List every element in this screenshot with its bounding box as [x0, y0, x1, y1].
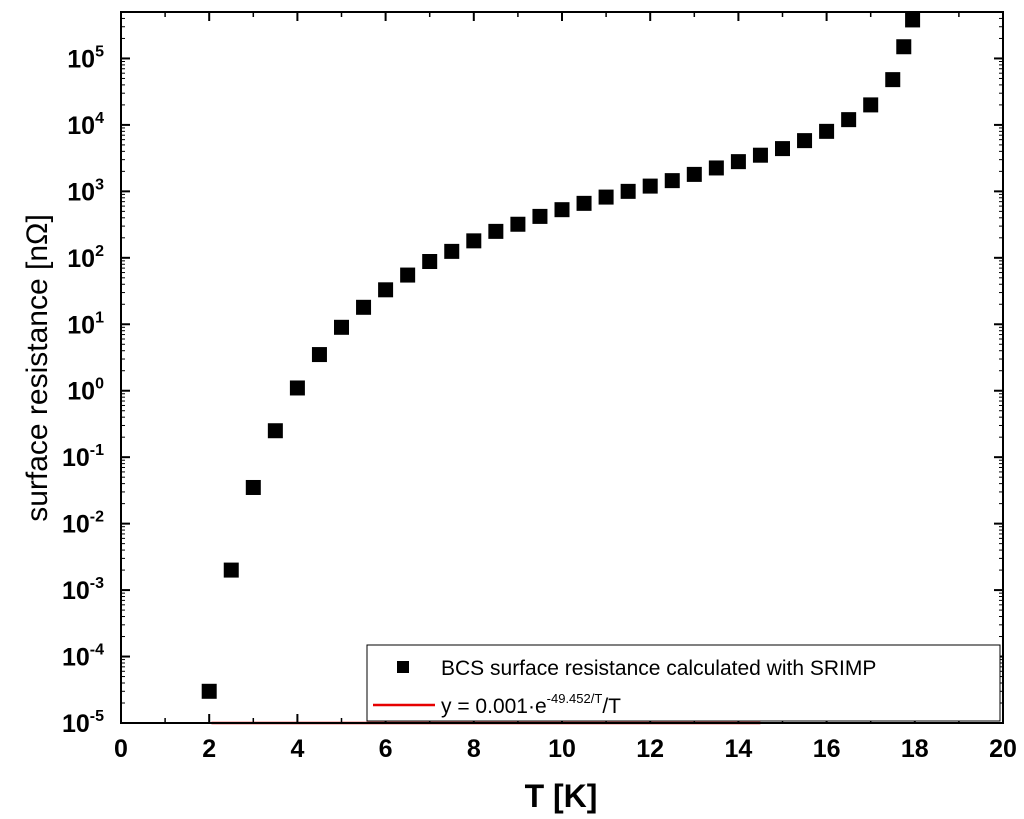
data-point: [775, 141, 790, 157]
data-point: [752, 147, 768, 163]
data-point: [576, 195, 592, 211]
data-point: [905, 12, 921, 28]
x-tick-label: 0: [114, 735, 128, 763]
data-point: [289, 380, 305, 396]
x-tick-label: 14: [724, 735, 752, 763]
data-point: [708, 160, 724, 176]
data-point: [863, 97, 879, 113]
y-tick-label: 10-5: [62, 708, 104, 738]
y-axis-ticks: 10-5 10-4 10-3 10-2 10-1 100 101 102 103 104 105: [62, 11, 1003, 738]
x-tick-label: 4: [290, 735, 304, 763]
data-point: [201, 683, 217, 699]
y-tick-label: 101: [67, 309, 104, 339]
data-point: [620, 183, 636, 199]
legend-fit-tail: /T: [602, 695, 621, 718]
legend-label-fit: y = 0.001·e-49.452/T/T: [441, 691, 621, 718]
y-tick-label: 103: [67, 176, 104, 206]
y-tick-label: 100: [67, 376, 104, 406]
data-point: [841, 112, 857, 128]
data-point: [245, 479, 261, 495]
data-point: [356, 299, 372, 315]
data-point: [885, 72, 901, 88]
legend-fit-base: y = 0.001·e: [441, 695, 547, 718]
legend-fit-exp: -49.452/T: [547, 691, 603, 706]
x-tick-label: 2: [202, 735, 216, 763]
data-point: [664, 173, 680, 189]
y-tick-label: 105: [67, 43, 104, 73]
legend-label-scatter: BCS surface resistance calculated with S…: [441, 657, 876, 680]
data-point: [422, 254, 438, 270]
data-point: [444, 243, 460, 259]
y-tick-label: 104: [67, 110, 104, 140]
data-point: [267, 423, 283, 439]
x-tick-label: 6: [379, 735, 393, 763]
data-point: [510, 216, 526, 232]
plot-frame: [120, 11, 1004, 724]
y-tick-label: 10-1: [62, 442, 104, 472]
data-point: [223, 562, 239, 578]
data-point: [819, 123, 835, 139]
legend-box: [366, 644, 1001, 722]
data-point: [311, 347, 327, 363]
data-point: [488, 223, 504, 239]
data-point: [532, 208, 548, 224]
data-point: [598, 189, 614, 205]
y-tick-label: 102: [67, 243, 104, 273]
data-point: [896, 39, 912, 55]
x-tick-label: 16: [813, 735, 841, 763]
x-axis-title: T [K]: [525, 778, 598, 814]
data-point: [554, 202, 570, 218]
data-point: [730, 154, 746, 170]
data-point: [400, 267, 416, 283]
legend: BCS surface resistance calculated with S…: [366, 644, 1001, 722]
x-tick-label: 8: [467, 735, 481, 763]
x-tick-label: 18: [901, 735, 929, 763]
data-point: [334, 319, 349, 335]
data-point: [642, 178, 658, 194]
y-tick-label: 10-4: [62, 642, 104, 672]
y-tick-label: 10-2: [62, 509, 104, 539]
y-axis-title: surface resistance [nΩ]: [21, 214, 54, 522]
data-point: [378, 282, 394, 298]
data-markers: [201, 12, 921, 699]
data-point: [686, 166, 702, 182]
legend-marker-square: [397, 661, 409, 673]
x-tick-label: 12: [636, 735, 664, 763]
data-point: [466, 233, 482, 249]
data-point: [797, 133, 813, 149]
x-tick-label: 20: [989, 735, 1017, 763]
y-tick-label: 10-3: [62, 575, 104, 605]
x-tick-label: 10: [548, 735, 576, 763]
